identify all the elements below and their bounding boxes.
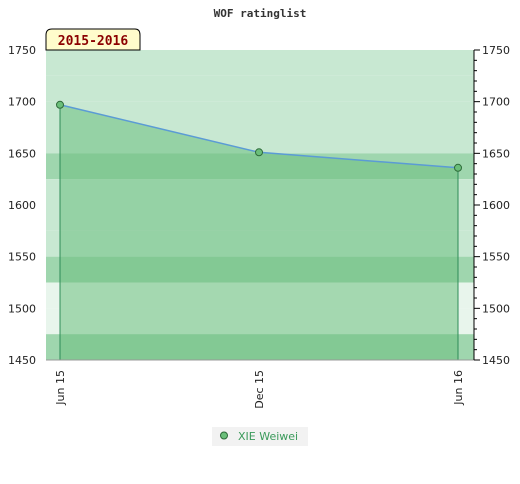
data-point — [255, 148, 263, 157]
y-tick-label-right: 1450 — [482, 354, 510, 367]
y-tick-label-left: 1450 — [8, 354, 36, 367]
rating-markers — [56, 100, 462, 172]
y-tick-label-right: 1650 — [482, 147, 510, 160]
legend-entry-label: XIE Weiwei — [238, 430, 298, 443]
data-point — [454, 163, 462, 172]
season-badge-shape — [45, 28, 141, 51]
data-point — [56, 100, 64, 109]
x-tick-label: Dec 15 — [253, 370, 266, 409]
x-tick-label: Jun 15 — [54, 370, 67, 406]
y-tick-label-right: 1750 — [482, 44, 510, 57]
y-tick-label-right: 1700 — [482, 96, 510, 109]
right-y-axis: 1450 1500 1550 1600 1650 1700 1750 — [474, 44, 510, 367]
chart-title: WOF ratinglist — [214, 7, 307, 20]
y-tick-label-left: 1750 — [8, 44, 36, 57]
y-tick-label-left: 1700 — [8, 96, 36, 109]
background-band — [46, 75, 474, 102]
y-tick-label-right: 1550 — [482, 251, 510, 264]
legend-box — [212, 427, 308, 446]
x-tick-label: Jun 16 — [452, 370, 465, 406]
season-label: 2015-2016 — [58, 34, 129, 49]
y-tick-label-left: 1550 — [8, 251, 36, 264]
series-area — [60, 104, 458, 361]
y-tick-label-left: 1650 — [8, 147, 36, 160]
legend[interactable]: XIE Weiwei — [212, 427, 308, 446]
y-tick-label-left: 1600 — [8, 199, 36, 212]
background-band — [46, 50, 474, 76]
season-badge: 2015-2016 — [45, 28, 141, 51]
y-tick-label-right: 1600 — [482, 199, 510, 212]
y-tick-label-left: 1500 — [8, 302, 36, 315]
x-axis: Jun 15 Dec 15 Jun 16 — [54, 370, 465, 409]
rating-area — [59, 104, 459, 361]
y-tick-label-right: 1500 — [482, 302, 510, 315]
legend-marker-icon — [220, 431, 228, 440]
left-y-axis: 1450 1500 1550 1600 1650 1700 1750 — [8, 44, 36, 367]
